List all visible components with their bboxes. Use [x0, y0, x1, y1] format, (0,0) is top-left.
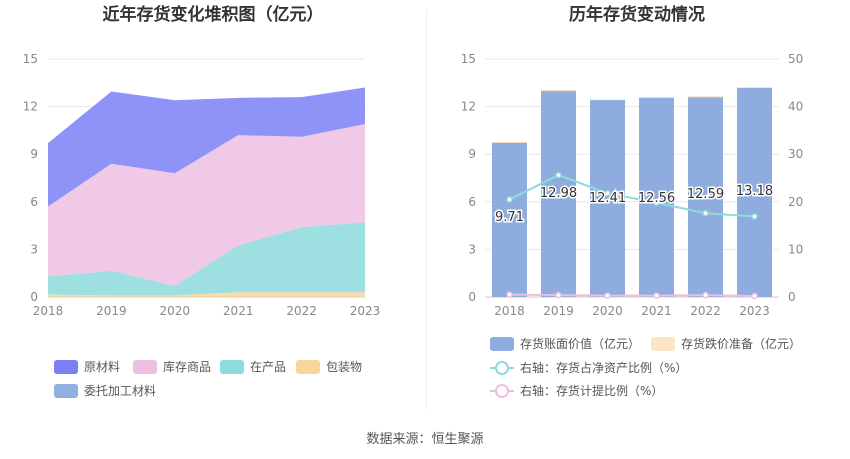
left-y-tick-label: 3 — [30, 242, 38, 256]
line-point[interactable] — [604, 292, 611, 299]
bar-book-value[interactable] — [492, 142, 527, 297]
right-legend-label: 右轴：存货占净资产比例（%） — [520, 360, 687, 375]
left-x-tick-label: 2021 — [223, 304, 254, 318]
right-y-tick-label: 6 — [468, 195, 476, 209]
left-x-tick-label: 2022 — [286, 304, 317, 318]
left-legend-swatch[interactable] — [54, 384, 78, 398]
line-point[interactable] — [555, 171, 562, 179]
right-x-tick-label: 2023 — [739, 304, 770, 318]
line-series — [509, 293, 755, 298]
right-y2-tick-label: 0 — [788, 290, 796, 304]
right-y2-tick-label: 30 — [788, 147, 803, 161]
line-point[interactable] — [653, 199, 660, 207]
left-x-tick-label: 2019 — [96, 304, 127, 318]
left-legend-label: 库存商品 — [163, 359, 211, 374]
left-x-tick-label: 2023 — [350, 304, 381, 318]
right-legend-swatch[interactable] — [651, 337, 675, 351]
bar-book-value[interactable] — [590, 100, 625, 297]
bar-impairment[interactable] — [541, 90, 576, 92]
right-legend-swatch[interactable] — [490, 337, 514, 351]
bar-book-value[interactable] — [541, 91, 576, 298]
right-y-tick-label: 9 — [468, 147, 476, 161]
area-series — [48, 87, 365, 207]
bar-impairment[interactable] — [688, 96, 723, 98]
bar-data-label: 12.98 — [540, 186, 577, 201]
left-y-tick-label: 12 — [23, 100, 38, 114]
left-y-tick-label: 0 — [30, 290, 38, 304]
right-legend-label: 右轴：存货计提比例（%） — [520, 383, 663, 398]
right-y2-tick-label: 50 — [788, 52, 803, 66]
area-series — [48, 124, 365, 286]
right-y-tick-label: 12 — [461, 100, 476, 114]
left-x-tick-label: 2020 — [160, 304, 191, 318]
line-point[interactable] — [653, 292, 660, 299]
line-point[interactable] — [751, 213, 758, 220]
chart-divider — [426, 10, 427, 410]
left-legend-swatch[interactable] — [54, 360, 78, 374]
left-legend-label: 委托加工材料 — [84, 384, 156, 398]
right-legend-label: 存货跌价准备（亿元） — [681, 336, 801, 351]
right-y2-tick-label: 10 — [788, 242, 803, 256]
line-point[interactable] — [604, 189, 611, 197]
right-legend-marker[interactable] — [495, 361, 509, 375]
bar-data-label: 12.41 — [589, 191, 626, 206]
bar-book-value[interactable] — [737, 87, 772, 297]
right-x-tick-label: 2018 — [494, 304, 525, 318]
right-y-tick-label: 0 — [468, 290, 476, 304]
line-point[interactable] — [506, 196, 513, 203]
bar-data-label: 13.18 — [736, 184, 773, 199]
right-y2-tick-label: 40 — [788, 100, 803, 114]
right-x-tick-label: 2022 — [690, 304, 721, 318]
left-legend-label: 包装物 — [326, 360, 362, 374]
right-chart-title: 历年存货变动情况 — [569, 4, 705, 25]
line-series — [509, 174, 755, 218]
right-legend-label: 存货账面价值（亿元） — [520, 336, 640, 351]
left-legend-swatch[interactable] — [296, 360, 320, 374]
left-legend-label: 原材料 — [84, 360, 120, 374]
left-y-tick-label: 9 — [30, 147, 38, 161]
bar-impairment[interactable] — [492, 142, 527, 143]
left-legend-label: 在产品 — [250, 360, 286, 374]
right-y2-tick-label: 20 — [788, 195, 803, 209]
left-y-tick-label: 6 — [30, 195, 38, 209]
bar-data-label: 9.71 — [495, 210, 524, 225]
left-chart-title: 近年存货变化堆积图（亿元） — [103, 4, 324, 25]
left-y-tick-label: 15 — [23, 52, 38, 66]
left-legend-swatch[interactable] — [220, 360, 244, 374]
right-x-tick-label: 2019 — [543, 304, 574, 318]
area-series — [48, 222, 365, 296]
left-x-tick-label: 2018 — [33, 304, 64, 318]
line-point[interactable] — [702, 209, 709, 217]
line-point[interactable] — [702, 291, 709, 299]
data-source-note: 数据来源：恒生聚源 — [366, 432, 484, 447]
area-series — [48, 292, 365, 297]
bar-data-label: 12.56 — [638, 191, 675, 206]
line-point[interactable] — [506, 291, 513, 298]
right-x-tick-label: 2021 — [641, 304, 672, 318]
left-legend-swatch[interactable] — [133, 360, 157, 374]
line-point[interactable] — [751, 292, 758, 300]
right-y-tick-label: 3 — [468, 242, 476, 256]
bar-data-label: 12.59 — [687, 187, 724, 202]
right-legend-marker[interactable] — [495, 384, 509, 398]
right-y-tick-label: 15 — [461, 52, 476, 66]
right-x-tick-label: 2020 — [592, 304, 623, 318]
line-point[interactable] — [555, 291, 562, 299]
bar-book-value[interactable] — [688, 97, 723, 297]
bar-book-value[interactable] — [639, 97, 674, 298]
